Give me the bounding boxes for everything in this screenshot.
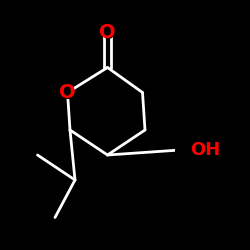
Text: O: O: [99, 23, 116, 42]
Text: OH: OH: [190, 141, 220, 159]
Text: O: O: [59, 83, 76, 102]
